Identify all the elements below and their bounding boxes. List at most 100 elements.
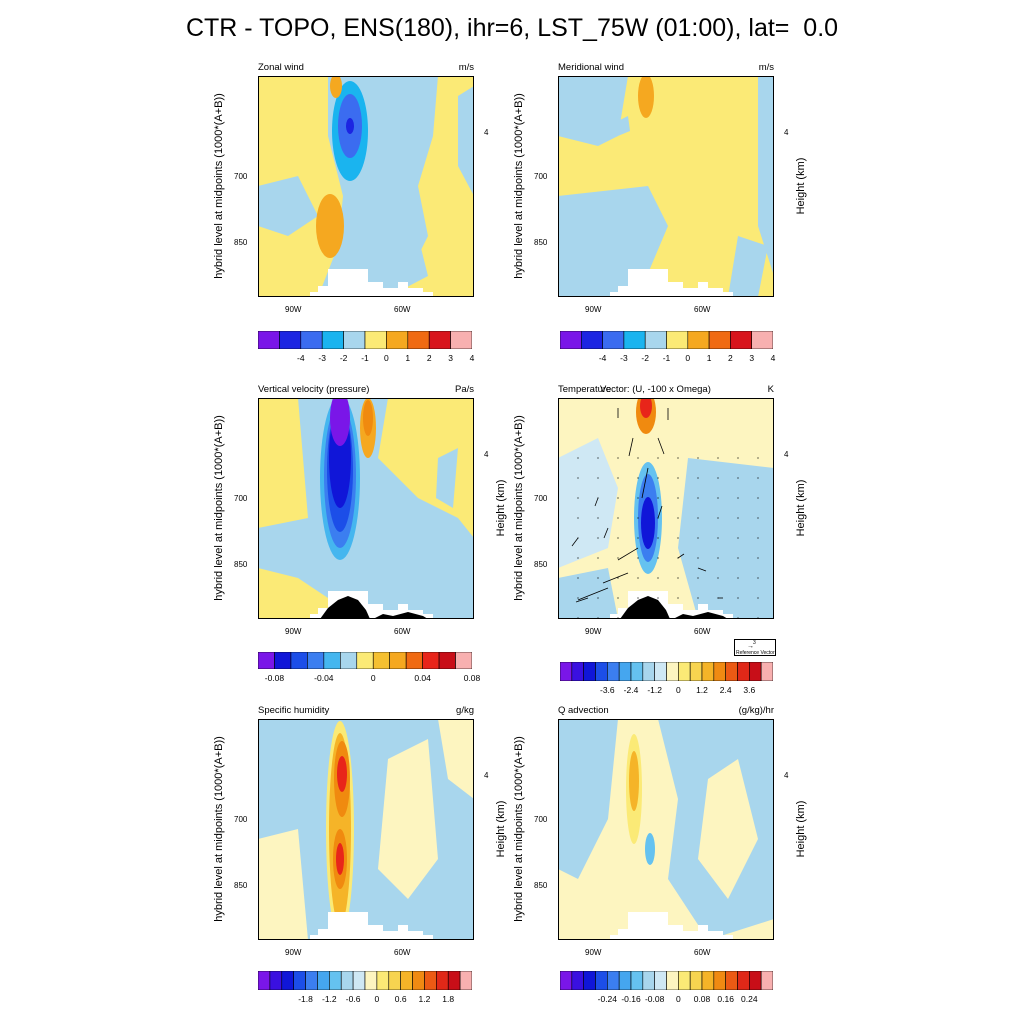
positive-region: [258, 588, 308, 619]
topography-mask: [310, 912, 433, 940]
colorbar-swatch: [571, 661, 584, 682]
colorbar-label: -1.8: [298, 994, 313, 1004]
colorbar: [257, 330, 473, 350]
colorbar-label: 0: [374, 994, 380, 1004]
panel-units: (g/kg)/hr: [738, 705, 774, 716]
reference-vector-value: 3: [753, 640, 756, 646]
colorbar-swatch: [281, 970, 294, 991]
colorbar-label: -1: [662, 353, 671, 363]
colorbar-swatch: [654, 661, 667, 682]
y-tick-label: 850: [534, 238, 548, 247]
contour-field: [258, 398, 474, 619]
colorbar-swatch: [701, 661, 715, 682]
colorbar-swatch: [321, 330, 344, 350]
colorbar-swatch: [329, 970, 342, 991]
y-axis-label: hybrid level at midpoints (1000*(A+B)): [513, 414, 525, 601]
colorbar-swatch: [386, 330, 409, 350]
x-tick-label: 90W: [585, 948, 602, 957]
contour-field: [558, 398, 774, 619]
colorbar-swatch: [300, 330, 323, 350]
colorbar-swatch: [644, 330, 667, 350]
colorbar-label: 0: [675, 994, 681, 1004]
y-tick-label: 850: [234, 238, 248, 247]
colorbar-label: -2: [339, 353, 348, 363]
colorbar-label: 0.04: [414, 673, 431, 683]
moist-maximum-core: [336, 843, 344, 875]
colorbar-swatch: [583, 661, 596, 682]
negative-region: [436, 448, 458, 508]
colorbar-label: 0: [384, 353, 389, 363]
moist-maximum-core: [337, 756, 347, 792]
colorbar-label: -1.2: [322, 994, 337, 1004]
y-tick-label: 700: [234, 494, 248, 503]
panel-units: Pa/s: [454, 384, 474, 395]
colorbar-label: 0.08: [463, 673, 481, 683]
panel-units: g/kg: [456, 705, 474, 716]
panel-units: K: [767, 384, 774, 395]
colorbar-label: 3: [749, 353, 755, 363]
colorbar-swatch: [618, 970, 632, 991]
colorbar-swatch: [343, 330, 366, 350]
colorbar-swatch: [583, 970, 596, 991]
colorbar-swatch: [274, 651, 292, 670]
colorbar-swatch: [737, 970, 750, 991]
y2-tick-label: 4: [784, 771, 789, 780]
colorbar-label: 0.08: [693, 994, 711, 1004]
colorbar-label: 2.4: [719, 685, 732, 695]
panel-title: Zonal wind: [258, 62, 304, 73]
advection-negative: [645, 833, 655, 865]
colorbar-label: -0.04: [314, 673, 334, 683]
positive-region: [698, 759, 758, 899]
reference-vector-box: 3 → Reference Vector: [734, 639, 776, 656]
colorbar-container: [559, 330, 774, 350]
warm-anomaly-core: [640, 398, 652, 418]
colorbar-swatch: [630, 661, 644, 682]
y2-tick-label: 4: [484, 128, 489, 137]
wind-maximum: [330, 76, 342, 98]
negative-region: [258, 176, 318, 236]
panel-title: Meridional wind: [558, 62, 625, 73]
positive-region: [438, 719, 474, 799]
contour-plot: [558, 76, 774, 297]
colorbar-label: -0.16: [621, 994, 641, 1004]
colorbar-swatch: [257, 651, 275, 670]
y-axis-label: hybrid level at midpoints (1000*(A+B)): [213, 735, 225, 922]
x-tick-label: 90W: [585, 305, 602, 314]
colorbar-label: 1.2: [696, 685, 708, 695]
y-tick-label: 700: [534, 815, 548, 824]
colorbar-label: 2: [728, 353, 733, 363]
y-axis-label: hybrid level at midpoints (1000*(A+B)): [213, 92, 225, 279]
colorbar-swatch: [257, 330, 280, 350]
negative-region: [558, 438, 618, 568]
colorbar-swatch: [436, 970, 449, 991]
y-tick-label: 850: [234, 560, 248, 569]
colorbar-container: [559, 661, 774, 682]
colorbar-label: 4: [770, 353, 776, 363]
negative-region: [258, 398, 474, 619]
y2-axis-label: Height (km): [495, 800, 507, 857]
x-tick-label: 90W: [585, 627, 602, 636]
colorbar-swatch: [701, 970, 715, 991]
panel-units: m/s: [458, 62, 474, 73]
colorbar-swatch: [595, 661, 608, 682]
colorbar-swatch: [323, 651, 341, 670]
x-tick-label: 90W: [285, 305, 302, 314]
negative-region: [758, 76, 774, 276]
panel-title: Q advection: [558, 705, 609, 716]
colorbar-label: 0.6: [394, 994, 407, 1004]
topography: [373, 612, 428, 619]
colorbar-swatch: [678, 661, 691, 682]
x-tick-label: 60W: [394, 948, 411, 957]
colorbar-label: 1.8: [442, 994, 455, 1004]
y2-tick-label: 4: [784, 128, 789, 137]
colorbar-swatch: [293, 970, 306, 991]
colorbar-label: 0.16: [717, 994, 734, 1004]
panel-title: Specific humidity: [258, 705, 330, 716]
colorbar-swatch: [257, 970, 271, 991]
colorbar-swatch: [428, 330, 451, 350]
descent: [363, 400, 373, 436]
colorbar-label: 3.6: [743, 685, 756, 695]
reference-vector-label: Reference Vector: [736, 650, 775, 656]
y2-axis-label: Height (km): [795, 157, 807, 214]
colorbar-swatch: [388, 970, 401, 991]
